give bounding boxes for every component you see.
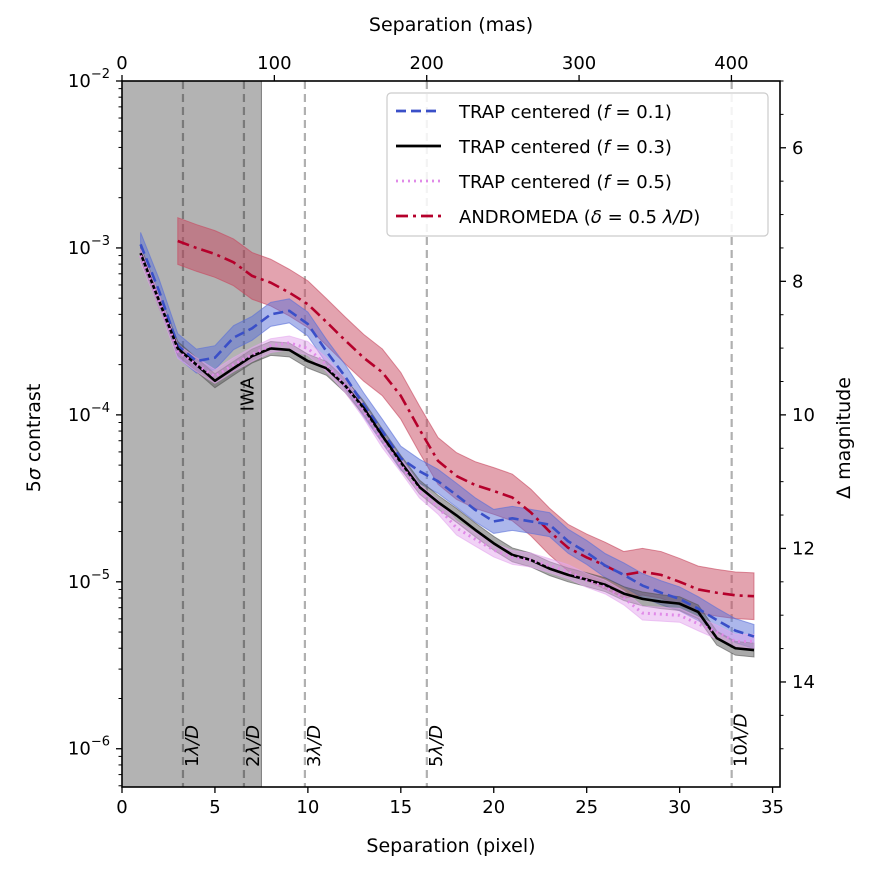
legend-label-part: TRAP centered (: [458, 172, 603, 193]
x-tick-label: 15: [389, 797, 412, 818]
y-axis-label-post: contrast: [23, 384, 45, 468]
y-tick-base: 10: [68, 739, 91, 760]
x-tick-label: 35: [761, 797, 784, 818]
x2-tick-label: 400: [714, 53, 748, 74]
y2-axis-label: Δ magnitude: [833, 377, 855, 499]
y2-tick-label: 10: [792, 405, 815, 426]
legend-label: TRAP centered (f = 0.5): [458, 172, 672, 193]
plot-frame: [121, 80, 781, 788]
legend-item: ANDROMEDA (δ = 0.5 λ/D): [396, 207, 700, 228]
legend-label-part: = 0.1): [610, 102, 672, 123]
y-tick-exponent: −5: [91, 568, 110, 583]
y-tick-exponent: −6: [91, 735, 110, 750]
lambda-d-unit: λ/D: [304, 725, 325, 757]
lambda-d-unit: λ/D: [182, 725, 203, 757]
legend-label-part: f: [603, 102, 612, 123]
legend-label-part: f: [603, 172, 612, 193]
legend-item: TRAP centered (f = 0.3): [396, 137, 672, 158]
lambda-d-number: 2: [243, 756, 264, 767]
lambda-d-label: 1λ/D: [182, 725, 203, 767]
series-group: [139, 216, 755, 658]
x2-axis-label: Separation (mas): [369, 14, 533, 36]
lambda-d-number: 1: [182, 756, 203, 767]
series-line: [139, 252, 755, 652]
iwa-label: IWA: [237, 376, 258, 411]
y2-tick-label: 8: [792, 271, 803, 292]
legend-label-part: = 0.5): [610, 172, 672, 193]
legend-label: TRAP centered (f = 0.1): [458, 102, 672, 123]
y-axis-label-sigma: σ: [23, 467, 45, 480]
lambda-d-number: 10: [731, 744, 752, 767]
legend-label-part: δ: [591, 207, 602, 228]
lambda-d-label: 5λ/D: [426, 725, 447, 767]
x2-tick-label: 100: [257, 53, 291, 74]
lambda-d-unit: λ/D: [426, 725, 447, 757]
x-tick-label: 0: [116, 797, 127, 818]
iwa-shaded-region: [121, 80, 262, 788]
lambda-d-label: 10λ/D: [731, 714, 752, 767]
y-tick-label: 10−6: [68, 735, 110, 760]
lambda-d-number: 5: [426, 756, 447, 767]
legend-label-part: TRAP centered (: [458, 102, 603, 123]
legend-label-part: = 0.3): [610, 137, 672, 158]
legend-label-part: = 0.5: [602, 207, 663, 228]
series-line: [139, 243, 755, 638]
legend-label-part: ): [693, 207, 700, 228]
y-tick-base: 10: [68, 572, 91, 593]
x-tick-label: 20: [482, 797, 505, 818]
series-line: [139, 255, 754, 643]
lambda-d-number: 3: [304, 756, 325, 767]
y2-tick-label: 6: [792, 138, 803, 159]
legend-label: ANDROMEDA (δ = 0.5 λ/D): [459, 207, 700, 228]
series-band: [140, 248, 755, 649]
y-tick-exponent: −2: [91, 67, 110, 82]
x-tick-label: 25: [575, 797, 598, 818]
y-tick-label: 10−2: [68, 67, 110, 92]
y2-tick-label: 14: [792, 672, 815, 693]
legend-label-part: TRAP centered (: [458, 137, 603, 158]
lambda-d-label: 3λ/D: [304, 725, 325, 767]
y2-tick-label: 12: [792, 538, 815, 559]
x-tick-label: 30: [668, 797, 691, 818]
y-tick-exponent: −3: [91, 234, 110, 249]
x2-tick-label: 0: [116, 53, 127, 74]
lambda-d-unit: λ/D: [731, 714, 752, 746]
legend: TRAP centered (f = 0.1)TRAP centered (f …: [386, 92, 769, 237]
y-tick-label: 10−5: [68, 568, 110, 593]
y-axis-label: 5σ contrast: [23, 384, 45, 493]
series-band: [177, 216, 755, 621]
legend-label: TRAP centered (f = 0.3): [458, 137, 672, 158]
y-tick-exponent: −4: [91, 401, 110, 416]
x-tick-label: 5: [209, 797, 220, 818]
x2-tick-label: 300: [562, 53, 596, 74]
lambda-d-unit: λ/D: [243, 725, 264, 757]
legend-label-part: λ/D: [662, 207, 694, 228]
y-tick-base: 10: [68, 71, 91, 92]
legend-label-part: ANDROMEDA (: [459, 207, 591, 228]
y-tick-base: 10: [68, 238, 91, 259]
lambda-d-label: 2λ/D: [243, 725, 264, 767]
y-axis-label-pre: 5: [23, 480, 45, 492]
legend-item: TRAP centered (f = 0.5): [396, 172, 672, 193]
legend-item: TRAP centered (f = 0.1): [396, 102, 672, 123]
series-line: [177, 239, 755, 598]
legend-label-part: f: [603, 137, 612, 158]
y-tick-label: 10−4: [68, 401, 110, 426]
x-tick-label: 10: [296, 797, 319, 818]
x-axis-label: Separation (pixel): [366, 835, 535, 857]
legend-box: [386, 92, 769, 237]
y-tick-label: 10−3: [68, 234, 110, 259]
y-tick-base: 10: [68, 405, 91, 426]
x2-tick-label: 200: [410, 53, 444, 74]
